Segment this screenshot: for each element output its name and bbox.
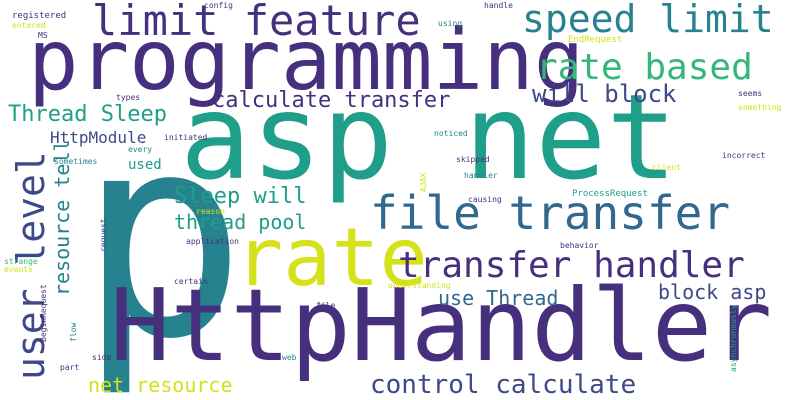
word-p: p — [78, 75, 247, 400]
word-used: used — [128, 157, 162, 173]
word-sometimes: sometimes — [54, 157, 98, 166]
word-processrequest: ProcessRequest — [572, 189, 648, 199]
word-thread-sleep: Thread Sleep — [8, 102, 167, 127]
word-asynchronously: asynchronously — [729, 304, 738, 372]
word-types: types — [116, 93, 141, 102]
word-will-block: will block — [532, 80, 677, 108]
word-programming: programming — [28, 11, 585, 109]
word-transfer-handler: transfer handler — [398, 245, 745, 286]
word-block-asp: block asp — [658, 280, 767, 304]
word-application: application — [186, 237, 239, 246]
word-events: events — [4, 265, 33, 274]
word-causing: causing — [468, 195, 502, 204]
word-behavior: behavior — [560, 241, 599, 250]
word-ajax: AJAX — [419, 172, 428, 192]
word-limit-feature: limit feature — [92, 0, 421, 45]
word-part: part — [60, 363, 80, 372]
word-file: file — [316, 301, 336, 310]
word-certain: certain — [174, 277, 208, 286]
word-noticed: noticed — [434, 129, 468, 138]
word-web: web — [282, 353, 297, 362]
word-rate: rate — [235, 211, 428, 304]
word-beginrequest: BeginRequest — [39, 284, 48, 342]
word-every: every — [128, 145, 153, 154]
word-httphandler: HttpHandler — [110, 267, 773, 384]
word-endrequest: EndRequest — [568, 35, 623, 45]
word-request: request — [99, 218, 108, 252]
word-understanding: understanding — [388, 281, 451, 290]
word-using: using — [438, 19, 463, 28]
word-side: side — [92, 353, 112, 362]
word-something: something — [738, 103, 782, 112]
word-use-thread: use Thread — [438, 286, 559, 310]
word-handler: handler — [464, 171, 498, 180]
word-client: client — [652, 163, 681, 172]
word-sleep-will: Sleep will — [174, 184, 307, 209]
word-seems: seems — [738, 89, 763, 98]
word-control-calculate: control calculate — [370, 370, 637, 400]
word-httpmodule: HttpModule — [50, 128, 147, 147]
word-reason: reason — [196, 207, 225, 216]
word-skipped: skipped — [456, 155, 490, 164]
word-initiated: initiated — [164, 133, 208, 142]
word-strange: strange — [4, 257, 38, 266]
word-thread-pool: thread pool — [174, 210, 307, 234]
word-config: config — [204, 1, 233, 10]
word-asp-net: asp net — [180, 68, 678, 206]
word-calculate-transfer: calculate transfer — [212, 88, 451, 113]
word-entered: entered — [12, 21, 46, 30]
word-net-resource: net resource — [88, 373, 233, 397]
word-incorrect: incorrect — [722, 151, 766, 160]
word-rate-based: rate based — [536, 47, 753, 88]
word-handle: handle — [484, 1, 513, 10]
word-flow: flow — [69, 322, 78, 342]
word-speed-limit: speed limit — [522, 0, 774, 41]
word-ms: MS — [38, 31, 48, 40]
word-registered: registered — [12, 11, 67, 21]
word-file-transfer: file transfer — [370, 186, 731, 240]
